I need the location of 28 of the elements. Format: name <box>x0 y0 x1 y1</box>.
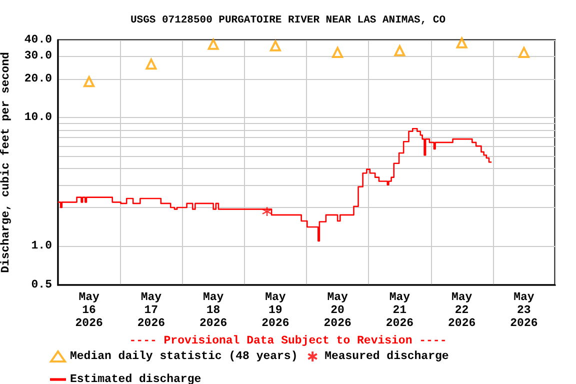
legend-label: Median daily statistic (48 years) <box>70 350 298 363</box>
legend-label: Measured discharge <box>324 350 449 363</box>
x-tick-label: May 19 2026 <box>262 291 290 330</box>
point <box>146 58 157 70</box>
x-tick-label: May 22 2026 <box>448 291 476 330</box>
x-tick-label: May 16 2026 <box>75 291 103 330</box>
y-tick-label: 40.0 <box>24 34 52 46</box>
x-tick-label: May 20 2026 <box>324 291 352 330</box>
point <box>394 45 406 56</box>
point <box>332 46 344 58</box>
y-tick-label: 20.0 <box>24 72 52 86</box>
x-tick-label: May 18 2026 <box>200 291 228 330</box>
x-tick-label: May 23 2026 <box>510 291 538 330</box>
x-tick-label: May 21 2026 <box>386 291 414 330</box>
y-tick-label: 10.0 <box>24 111 52 124</box>
point <box>270 40 281 52</box>
text: ---- Provisional Data Subject to Revision ---- <box>129 334 447 348</box>
y-tick-label: 0.5 <box>31 278 52 292</box>
point <box>518 46 530 58</box>
point <box>456 37 468 48</box>
x-tick-label: May 17 2026 <box>137 291 166 330</box>
point <box>262 206 272 217</box>
y-axis-title: Discharge, cubic feet per second <box>0 52 12 273</box>
y-tick-label: 30.0 <box>24 50 52 63</box>
point <box>208 38 219 50</box>
chart-title: USGS 07128500 PURGATOIRE RIVER NEAR LAS ANIMAS, CO <box>130 14 446 26</box>
y-tick-label: 1.0 <box>31 240 52 253</box>
point <box>84 76 95 88</box>
